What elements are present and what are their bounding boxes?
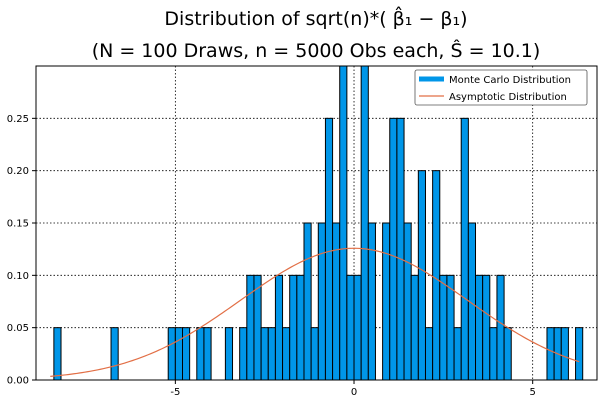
x-tick-label: 5 xyxy=(529,387,535,398)
title-line-2: (N = 100 Draws, n = 5000 Obs each, Ŝ = 1… xyxy=(92,38,541,62)
histogram-bar xyxy=(403,222,412,381)
histogram-bar xyxy=(424,327,434,381)
histogram-bar xyxy=(560,327,569,381)
histogram-bar xyxy=(282,327,291,381)
histogram-bar xyxy=(203,327,212,381)
histogram-bar xyxy=(267,327,276,381)
histogram-bar xyxy=(324,117,334,381)
histogram-bar xyxy=(410,274,419,381)
histogram-bar xyxy=(489,327,498,381)
histogram-bar xyxy=(360,65,369,381)
histogram-bar xyxy=(296,274,305,381)
x-tick-label: 0 xyxy=(351,387,357,398)
legend-label-monte-carlo: Monte Carlo Distribution xyxy=(449,75,571,86)
histogram-bar xyxy=(174,327,184,381)
chart-title: Distribution of sqrt(n)*( β̂₁ − β₁) (N =… xyxy=(92,6,541,62)
title-line-1: Distribution of sqrt(n)*( β̂₁ − β₁) xyxy=(164,6,467,30)
histogram-bar xyxy=(453,327,462,381)
histogram-bar xyxy=(446,274,455,381)
y-tick-label: 0.20 xyxy=(7,166,29,177)
histogram-bar xyxy=(274,274,284,381)
histogram-bar xyxy=(310,327,319,381)
histogram-bar xyxy=(367,222,376,381)
histogram-bar xyxy=(332,222,341,381)
histogram-bar xyxy=(224,327,234,381)
histogram-bar xyxy=(253,274,262,381)
histogram-bar xyxy=(260,327,269,381)
y-tick-label: 0.25 xyxy=(7,114,29,125)
y-tick-label: 0.15 xyxy=(7,219,29,230)
histogram-bar xyxy=(482,274,491,381)
histogram-bar xyxy=(346,274,355,381)
histogram-bar xyxy=(475,274,484,381)
histogram-bar xyxy=(389,117,398,381)
plot-area: -5 0 5 0.00 0.05 0.10 0.15 0.20 0.25 xyxy=(7,65,598,398)
histogram-bar xyxy=(339,65,348,381)
histogram-bar xyxy=(239,327,248,381)
histogram-bar xyxy=(417,170,426,381)
histogram-bar xyxy=(353,274,362,381)
histogram-bar xyxy=(460,117,469,381)
histogram-bar xyxy=(432,170,441,381)
y-tick-label: 0.00 xyxy=(7,376,29,387)
histogram-bar xyxy=(439,274,448,381)
histogram-bar xyxy=(503,327,512,381)
y-tick-label: 0.10 xyxy=(7,271,29,282)
legend-label-asymptotic: Asymptotic Distribution xyxy=(449,92,567,103)
histogram-bar xyxy=(382,222,391,381)
histogram-bar xyxy=(303,222,312,381)
histogram-bar xyxy=(53,327,62,381)
histogram-bar xyxy=(546,327,555,381)
histogram-bar xyxy=(167,327,176,381)
histogram-bar xyxy=(196,327,205,381)
legend-box xyxy=(414,69,588,106)
histogram-bar xyxy=(289,274,298,381)
asymptotic-density-line xyxy=(50,247,580,377)
y-tick-label: 0.05 xyxy=(7,323,29,334)
histogram-bar xyxy=(110,327,119,381)
histogram-bar xyxy=(575,327,584,381)
x-tick-label: -5 xyxy=(170,387,180,398)
histogram-bar xyxy=(317,222,326,381)
histogram-bar xyxy=(396,117,405,381)
legend: Monte Carlo Distribution Asymptotic Dist… xyxy=(414,69,588,106)
histogram-bar xyxy=(496,274,505,381)
